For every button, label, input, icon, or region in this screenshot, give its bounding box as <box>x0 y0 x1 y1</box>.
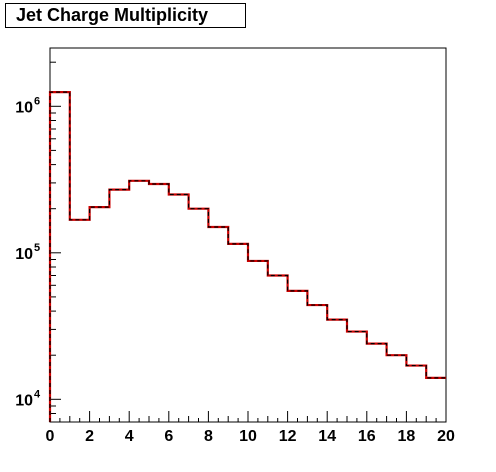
histogram-bin <box>426 378 446 422</box>
histogram-bin <box>50 92 70 422</box>
histogram-bin <box>208 227 228 422</box>
histogram-bin <box>228 244 248 422</box>
x-tick-label: 0 <box>46 428 55 445</box>
histogram-bin <box>109 190 129 422</box>
y-tick-exponent: 6 <box>34 95 40 107</box>
histogram-bin <box>367 344 387 422</box>
y-tick-label: 10 <box>15 246 33 263</box>
y-tick-label: 10 <box>15 99 33 116</box>
histogram-bin <box>149 184 169 422</box>
y-tick-label: 10 <box>15 392 33 409</box>
x-tick-label: 4 <box>125 428 134 445</box>
x-tick-label: 2 <box>85 428 94 445</box>
x-tick-label: 18 <box>398 428 416 445</box>
y-tick-exponent: 5 <box>34 242 40 254</box>
x-tick-label: 8 <box>204 428 213 445</box>
histogram-bin <box>406 366 426 422</box>
histogram-bin <box>268 275 288 422</box>
histogram-bin <box>347 332 367 422</box>
x-tick-label: 12 <box>279 428 297 445</box>
histogram-bin <box>327 320 347 422</box>
x-tick-label: 20 <box>437 428 455 445</box>
x-tick-label: 10 <box>239 428 257 445</box>
histogram-bin <box>387 355 407 422</box>
histogram-line-black-dashed <box>49 91 446 422</box>
histogram-bin <box>307 305 327 422</box>
histogram-bin <box>70 220 90 422</box>
histogram-bin <box>248 261 268 422</box>
x-tick-label: 6 <box>164 428 173 445</box>
histogram-bin <box>288 291 308 422</box>
histogram-bin <box>129 181 149 422</box>
histogram-bin <box>90 207 110 422</box>
chart-title: Jet Charge Multiplicity <box>5 3 246 28</box>
histogram-bin <box>189 209 209 422</box>
x-tick-label: 16 <box>358 428 376 445</box>
histogram-bin <box>169 195 189 422</box>
x-tick-label: 14 <box>318 428 336 445</box>
y-tick-exponent: 4 <box>34 388 41 400</box>
